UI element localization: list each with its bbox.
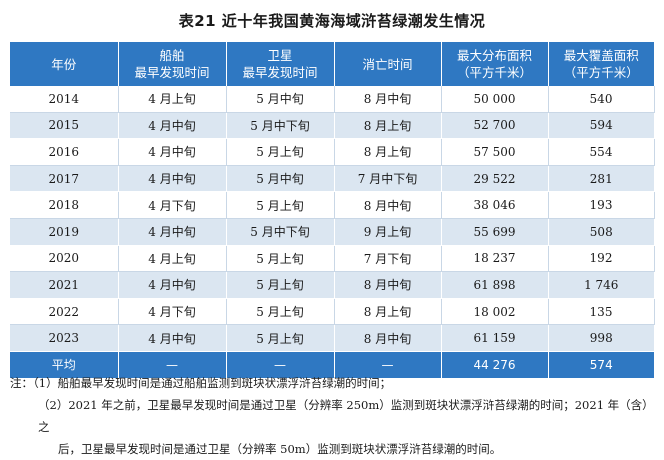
average-row: 平均 — — —44 276 574 (10, 351, 654, 379)
table-row: 2019 4 月中旬 5 月中下旬 9 月上旬 55 699 508 (10, 218, 654, 246)
table-cell: 18 002 (441, 298, 549, 326)
table-row: 2015 4 月中旬 5 月中下旬 8 月上旬 52 700 594 (10, 112, 654, 140)
header-max-distribution-area: 最大分布面积 （平方千米） (441, 42, 549, 86)
table-cell: 2023 (10, 324, 119, 352)
note-2: （2）2021 年之前，卫星最早发现时间是通过卫星（分辨率 250m）监测到斑块… (38, 398, 654, 434)
table-cell: 4 月下旬 (118, 191, 227, 219)
table-cell: 5 月上旬 (226, 298, 335, 326)
table-cell: 2017 (10, 165, 119, 193)
notes: 注：（1）船舶最早发现时间是通过船舶监测到斑块状漂浮浒苔绿潮的时间； （2）20… (10, 372, 658, 460)
table-cell: 4 月中旬 (118, 112, 227, 140)
table-cell: 8 月中旬 (334, 86, 442, 113)
table-cell: 5 月上旬 (226, 271, 335, 299)
table-cell: 540 (548, 86, 655, 113)
header-satellite-first-found: 卫星 最早发现时间 (226, 42, 335, 86)
table-cell: 7 月中下旬 (334, 165, 442, 193)
table-cell: 8 月上旬 (334, 138, 442, 166)
average-cell: 574 (548, 351, 654, 379)
table-cell: 5 月中旬 (226, 165, 335, 193)
table-cell: 8 月上旬 (334, 298, 442, 326)
table-cell: 4 月上旬 (118, 86, 227, 113)
table-cell: 18 237 (441, 245, 549, 273)
table-cell: 5 月中下旬 (226, 218, 335, 246)
table-cell: 998 (548, 324, 654, 352)
table-row: 2017 4 月中旬 5 月中旬 7 月中下旬 29 522 281 (10, 165, 654, 193)
table-cell: 2014 (10, 86, 119, 113)
table-cell: 5 月上旬 (226, 245, 335, 273)
table-cell: 9 月上旬 (334, 218, 442, 246)
table-cell: 4 月中旬 (118, 271, 227, 299)
table-cell: 5 月上旬 (226, 138, 335, 166)
table-cell: 2022 (10, 298, 119, 326)
green-tide-table: 年份 船舶 最早发现时间 卫星 最早发现时间 消亡时间 最大分布面积 （平方千米） 最… (10, 42, 655, 379)
table-row: 2023 4 月中旬 5 月上旬 8 月中旬 61 159 998 (10, 324, 654, 352)
table-cell: 29 522 (441, 165, 549, 193)
table-cell: 2020 (10, 245, 119, 273)
table-row: 2014 4 月上旬 5 月中旬 8 月中旬 50 000 540 (10, 86, 655, 113)
table-cell: 52 700 (441, 112, 549, 140)
table-cell: 8 月中旬 (334, 191, 442, 219)
table-row: 2018 4 月下旬 5 月上旬 8 月中旬 38 046 193 (10, 191, 655, 219)
table-cell: 1 746 (548, 271, 654, 299)
table-cell: 4 月中旬 (118, 324, 227, 352)
table-cell: 192 (548, 245, 655, 273)
table-cell: 2021 (10, 271, 119, 299)
table-cell: 2019 (10, 218, 119, 246)
header-row: 年份 船舶 最早发现时间 卫星 最早发现时间 消亡时间 最大分布面积 （平方千米） 最… (10, 42, 654, 86)
average-cell: — (334, 351, 442, 379)
table-cell: 38 046 (441, 191, 549, 219)
table-cell: 8 月中旬 (334, 271, 442, 299)
average-cell: — (226, 351, 335, 379)
table-cell: 5 月上旬 (226, 324, 335, 352)
table-cell: 8 月上旬 (334, 112, 442, 140)
note-2-continued: 后，卫星最早发现时间是通过卫星（分辨率 50m）监测到斑块状漂浮浒苔绿潮的时间。 (58, 442, 502, 456)
table-title: 表21 近十年我国黄海海域浒苔绿潮发生情况 (178, 12, 486, 30)
table-cell: 135 (548, 298, 655, 326)
table-row: 2021 4 月中旬 5 月上旬 8 月中旬 61 898 1 746 (10, 271, 654, 299)
table-row: 2022 4 月下旬 5 月上旬 8 月上旬 18 002 135 (10, 298, 655, 326)
table-cell: 61 898 (441, 271, 549, 299)
table-cell: 2018 (10, 191, 119, 219)
average-cell: — (118, 351, 227, 379)
table-cell: 4 月下旬 (118, 298, 227, 326)
table-cell: 554 (548, 138, 655, 166)
average-cell: 44 276 (441, 351, 549, 379)
table-cell: 5 月上旬 (226, 191, 335, 219)
table-cell: 508 (548, 218, 654, 246)
table-cell: 8 月中旬 (334, 324, 442, 352)
table-row: 2020 4 月上旬 5 月上旬 7 月下旬 18 237 192 (10, 245, 655, 273)
table-cell: 281 (548, 165, 654, 193)
table-cell: 4 月上旬 (118, 245, 227, 273)
header-dissipation-time: 消亡时间 (334, 42, 442, 86)
header-year: 年份 (10, 42, 119, 86)
table-cell: 2016 (10, 138, 119, 166)
table-cell: 4 月中旬 (118, 165, 227, 193)
average-cell: 平均 (10, 351, 119, 379)
table-cell: 55 699 (441, 218, 549, 246)
table-cell: 5 月中旬 (226, 86, 335, 113)
table-cell: 4 月中旬 (118, 138, 227, 166)
table-row: 2016 4 月中旬 5 月上旬 8 月上旬 57 500 554 (10, 138, 655, 166)
table-cell: 594 (548, 112, 654, 140)
table-cell: 4 月中旬 (118, 218, 227, 246)
header-ship-first-found: 船舶 最早发现时间 (118, 42, 227, 86)
table-cell: 7 月下旬 (334, 245, 442, 273)
table-cell: 61 159 (441, 324, 549, 352)
table-cell: 57 500 (441, 138, 549, 166)
table-cell: 2015 (10, 112, 119, 140)
table-cell: 5 月中下旬 (226, 112, 335, 140)
note-1: 注：（1）船舶最早发现时间是通过船舶监测到斑块状漂浮浒苔绿潮的时间； (10, 376, 392, 390)
table-cell: 50 000 (441, 86, 549, 113)
table-cell: 193 (548, 191, 655, 219)
header-max-coverage-area: 最大覆盖面积 （平方千米） (548, 42, 654, 86)
